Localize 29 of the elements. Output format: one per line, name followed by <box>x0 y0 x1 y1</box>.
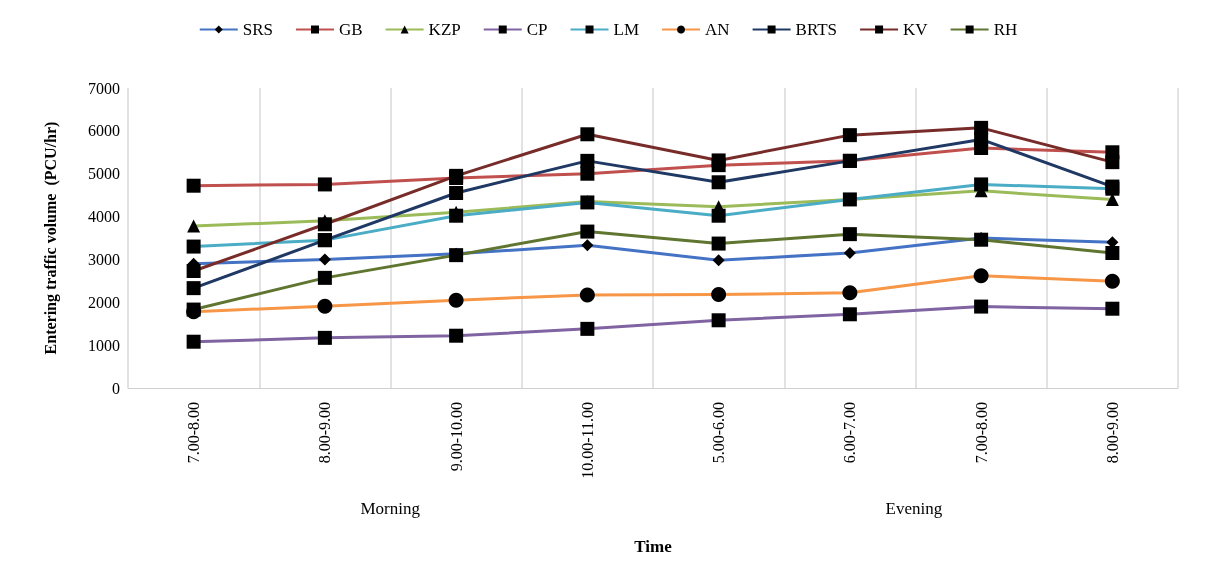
x-tick-label: 10.00-11.00 <box>578 402 596 479</box>
legend-label: RH <box>993 20 1018 39</box>
legend-label: GB <box>339 20 363 39</box>
legend-label: SRS <box>242 20 273 39</box>
legend-label: CP <box>526 20 548 39</box>
y-axis-title: Entering traffic volume (PCU/hr) <box>41 121 60 355</box>
y-tick-label: 2000 <box>88 293 120 311</box>
legend-label: KZP <box>428 20 461 39</box>
legend-label: LM <box>613 20 640 39</box>
x-tick-label: 8.00-9.00 <box>316 402 334 464</box>
x-axis-title: Time <box>634 537 673 556</box>
y-tick-label: 5000 <box>88 165 120 183</box>
x-tick-label: 5.00-6.00 <box>710 402 728 464</box>
y-tick-label: 0 <box>112 379 120 397</box>
x-tick-label: 9.00-10.00 <box>447 402 465 472</box>
x-tick-label: 6.00-7.00 <box>841 402 859 464</box>
y-tick-label: 6000 <box>88 122 120 140</box>
y-tick-label: 7000 <box>88 79 120 97</box>
x-tick-label: 8.00-9.00 <box>1103 402 1121 464</box>
y-tick-label: 1000 <box>88 336 120 354</box>
x-tick-label: 7.00-8.00 <box>972 402 990 464</box>
text: Morning <box>360 499 421 518</box>
y-tick-label: 3000 <box>88 250 120 268</box>
legend-label: AN <box>705 20 730 39</box>
x-tick-label: 7.00-8.00 <box>185 402 203 464</box>
y-tick-label: 4000 <box>88 208 120 226</box>
legend-label: KV <box>903 20 929 39</box>
text: Evening <box>885 499 943 518</box>
legend-label: BRTS <box>795 20 838 39</box>
